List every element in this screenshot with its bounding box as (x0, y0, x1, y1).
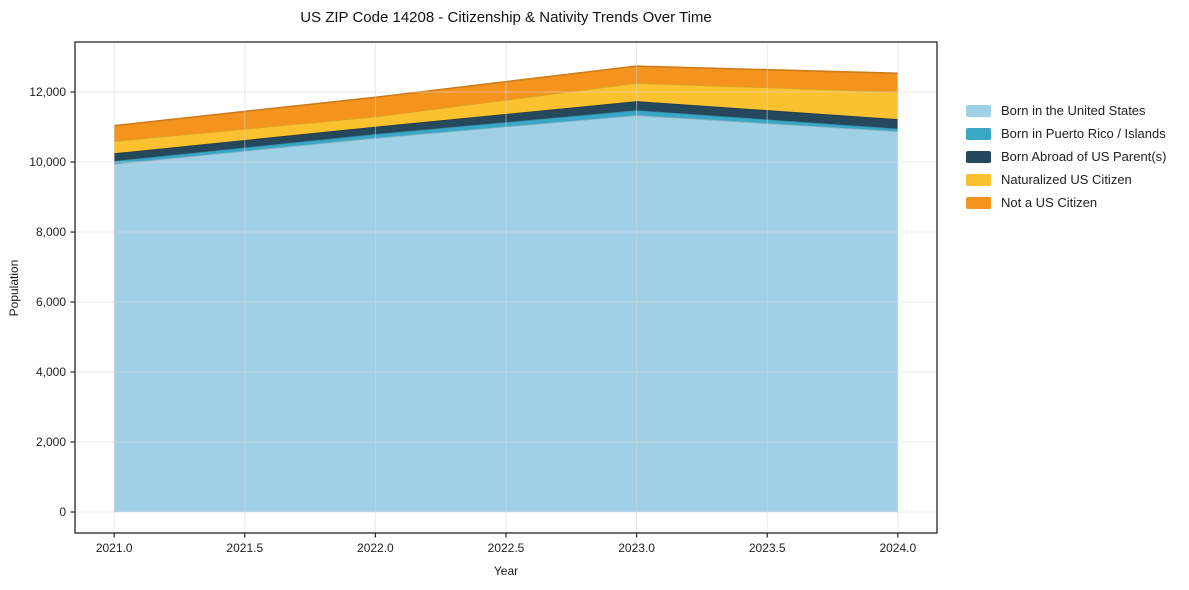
legend-label: Born Abroad of US Parent(s) (1001, 149, 1167, 164)
x-tick-label: 2024.0 (879, 541, 916, 555)
legend-label: Born in Puerto Rico / Islands (1001, 126, 1166, 141)
x-tick-label: 2021.0 (96, 541, 133, 555)
legend-item-4: Not a US Citizen (966, 194, 1166, 211)
x-tick-label: 2023.0 (618, 541, 655, 555)
legend: Born in the United States Born in Puerto … (966, 102, 1166, 211)
chart-title: US ZIP Code 14208 - Citizenship & Nativi… (300, 9, 712, 26)
x-tick-label: 2022.0 (357, 541, 394, 555)
legend-label: Not a US Citizen (1001, 195, 1098, 210)
legend-item-0: Born in the United States (966, 102, 1166, 119)
x-axis-label: Year (493, 564, 519, 578)
legend-label: Born in the United States (1001, 103, 1146, 118)
y-tick-label: 8,000 (36, 225, 66, 239)
legend-swatch-icon (966, 127, 991, 140)
legend-item-3: Naturalized US Citizen (966, 171, 1166, 188)
y-tick-label: 0 (59, 505, 66, 519)
legend-swatch-icon (966, 150, 991, 163)
legend-swatch-icon (966, 173, 991, 186)
y-tick-label: 12,000 (29, 85, 66, 99)
y-tick-label: 6,000 (36, 295, 66, 309)
legend-item-2: Born Abroad of US Parent(s) (966, 148, 1166, 165)
y-tick-label: 10,000 (29, 155, 66, 169)
legend-item-1: Born in Puerto Rico / Islands (966, 125, 1166, 142)
x-tick-label: 2022.5 (488, 541, 525, 555)
area-series-4 (114, 66, 898, 142)
area-series-3 (114, 82, 898, 154)
x-tick-label: 2021.5 (226, 541, 263, 555)
legend-swatch-icon (966, 104, 991, 117)
legend-label: Naturalized US Citizen (1001, 172, 1132, 187)
y-tick-label: 2,000 (36, 435, 66, 449)
x-tick-label: 2023.5 (749, 541, 786, 555)
legend-swatch-icon (966, 196, 991, 209)
y-tick-label: 4,000 (36, 365, 66, 379)
